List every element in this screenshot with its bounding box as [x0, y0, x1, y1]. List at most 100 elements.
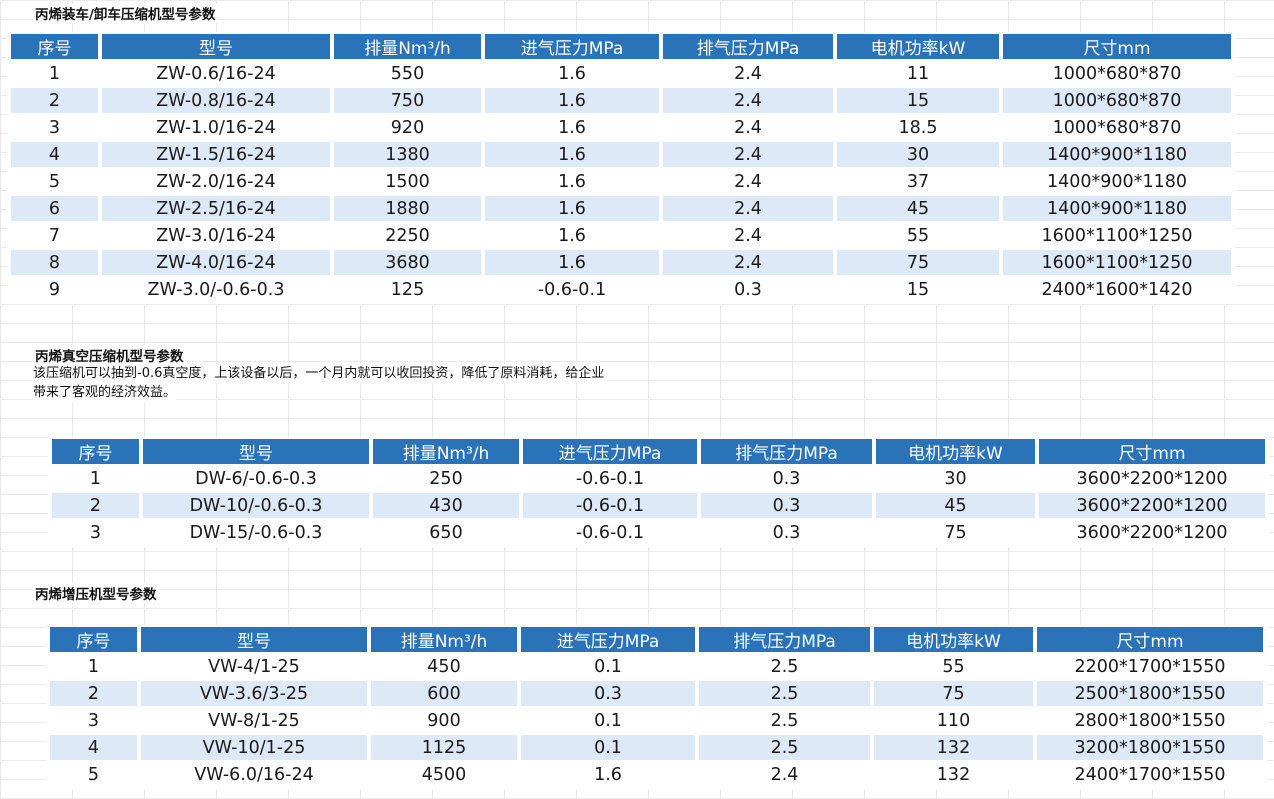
table-cell: ZW-2.5/16-24: [102, 196, 330, 221]
table-cell: 2250: [385, 225, 430, 246]
table-cell: 3600*2200*1200: [1076, 522, 1228, 543]
table-cell: 1400*900*1180: [1003, 196, 1231, 221]
column-header: 电机功率kW: [876, 439, 1035, 464]
table-cell: 2200*1700*1550: [1074, 656, 1226, 677]
table-cell: 55: [906, 225, 930, 246]
table-cell: 1.6: [558, 63, 586, 84]
column-header: 序号: [11, 34, 98, 59]
table-cell: 2800*1800*1550: [1074, 710, 1226, 731]
table-cell: 3680: [334, 250, 481, 275]
table-cell: 55: [942, 656, 965, 677]
table-cell: 3: [89, 522, 102, 543]
table-cell: 15: [906, 279, 930, 300]
table-cell: ZW-4.0/16-24: [102, 250, 330, 275]
table-row: 4 VW-10/1-25 1125 0.1 2.5 132 3200*1800*1550: [50, 735, 1263, 760]
table-cell: VW-8/1-25: [208, 710, 300, 731]
column-header: 排气压力MPa: [701, 439, 872, 464]
table-cell: 3200*1800*1550: [1037, 735, 1263, 760]
table-cell: 2400*1600*1420: [1041, 279, 1193, 300]
table-cell: 1.6: [594, 764, 622, 785]
column-header: 排气压力MPa: [663, 34, 833, 59]
table-cell: 2: [50, 681, 137, 706]
section-description-line-2: 带来了客观的经济效益。: [33, 383, 177, 402]
table-cell: 30: [944, 468, 967, 489]
table-cell: 450: [427, 656, 461, 677]
table-cell: 2.5: [699, 681, 870, 706]
table-cell: 2.5: [770, 656, 799, 677]
table-cell: 2500*1800*1550: [1037, 681, 1263, 706]
table-cell: ZW-3.0/16-24: [156, 225, 276, 246]
table-cell: 1.6: [558, 171, 586, 192]
column-header: 序号: [52, 439, 139, 464]
table-cell: 1: [48, 63, 61, 84]
table-row: 7 ZW-3.0/16-24 2250 1.6 2.4 55 1600*1100*1250: [11, 223, 1231, 248]
table-header-row: 序号 型号 排量Nm³/h 进气压力MPa 排气压力MPa 电机功率kW 尺寸mm: [11, 34, 1231, 59]
table-cell: 0.1: [521, 735, 695, 760]
table-cell: 4500: [421, 764, 467, 785]
column-header: 型号: [143, 439, 369, 464]
section-title-vacuum-compressor: 丙烯真空压缩机型号参数: [33, 345, 186, 365]
table-row: 3 DW-15/-0.6-0.3 650 -0.6-0.1 0.3 75 3600*2200…: [52, 520, 1265, 545]
table-cell: 0.3: [772, 522, 801, 543]
table-cell: 2.5: [699, 735, 870, 760]
table-cell: 2.4: [734, 63, 762, 84]
table-row: 9 ZW-3.0/-0.6-0.3 125 -0.6-0.1 0.3 15 2400*160…: [11, 277, 1231, 302]
table-cell: 920: [390, 117, 425, 138]
table-cell: DW-6/-0.6-0.3: [195, 468, 317, 489]
table-row: 1 VW-4/1-25 450 0.1 2.5 55 2200*1700*1550: [50, 654, 1263, 679]
table-cell: 6: [11, 196, 98, 221]
table-cell: -0.6-0.1: [537, 279, 607, 300]
column-header: 排气压力MPa: [699, 627, 870, 652]
table-cell: 0.3: [734, 279, 762, 300]
column-header: 排量Nm³/h: [334, 34, 481, 59]
table-cell: 430: [373, 493, 519, 518]
table-cell: 11: [906, 63, 930, 84]
table-cell: 110: [936, 710, 971, 731]
table-cell: 45: [837, 196, 999, 221]
table-cell: 1.6: [485, 142, 659, 167]
table-cell: 4: [50, 735, 137, 760]
table-cell: ZW-3.0/-0.6-0.3: [147, 279, 285, 300]
column-header: 尺寸mm: [1039, 439, 1265, 464]
table-cell: 750: [334, 88, 481, 113]
column-header: 尺寸mm: [1037, 627, 1263, 652]
table-cell: 0.3: [521, 681, 695, 706]
table-cell: 2.4: [663, 88, 833, 113]
table-cell: 1.6: [485, 250, 659, 275]
table-cell: 5: [48, 171, 61, 192]
table-cell: 45: [876, 493, 1035, 518]
table-cell: 132: [874, 735, 1033, 760]
table-cell: 1000*680*870: [1052, 63, 1182, 84]
table-cell: 2.4: [663, 142, 833, 167]
table-cell: VW-6.0/16-24: [194, 764, 314, 785]
table-row: 4 ZW-1.5/16-24 1380 1.6 2.4 30 1400*900*1180: [11, 142, 1231, 167]
table-cell: 3: [87, 710, 100, 731]
table-cell: 1600*1100*1250: [1041, 225, 1193, 246]
table-cell: -0.6-0.1: [575, 522, 645, 543]
table-row: 8 ZW-4.0/16-24 3680 1.6 2.4 75 1600*1100*1250: [11, 250, 1231, 275]
table-cell: 2.5: [770, 710, 799, 731]
table-cell: 1600*1100*1250: [1003, 250, 1231, 275]
column-header: 进气压力MPa: [521, 627, 695, 652]
table-cell: 75: [837, 250, 999, 275]
table-row: 1 ZW-0.6/16-24 550 1.6 2.4 11 1000*680*870: [11, 61, 1231, 86]
column-header: 序号: [50, 627, 137, 652]
table-cell: -0.6-0.1: [575, 468, 645, 489]
table-cell: 1000*680*870: [1003, 88, 1231, 113]
table-cell: 2: [11, 88, 98, 113]
table-row: 1 DW-6/-0.6-0.3 250 -0.6-0.1 0.3 30 3600*2200*…: [52, 466, 1265, 491]
column-header: 排量Nm³/h: [373, 439, 519, 464]
table-cell: 0.1: [594, 710, 622, 731]
column-header: 电机功率kW: [874, 627, 1033, 652]
table-cell: 75: [874, 681, 1033, 706]
table-cell: -0.6-0.1: [523, 493, 697, 518]
table-cell: 2: [52, 493, 139, 518]
table-cell: DW-15/-0.6-0.3: [189, 522, 323, 543]
table-cell: ZW-0.6/16-24: [156, 63, 276, 84]
table-cell: 2.4: [734, 171, 762, 192]
table-cell: ZW-1.5/16-24: [102, 142, 330, 167]
table-cell: DW-10/-0.6-0.3: [143, 493, 369, 518]
table-cell: 550: [390, 63, 425, 84]
table-cell: 1500: [385, 171, 430, 192]
table-cell: 0.3: [772, 468, 801, 489]
